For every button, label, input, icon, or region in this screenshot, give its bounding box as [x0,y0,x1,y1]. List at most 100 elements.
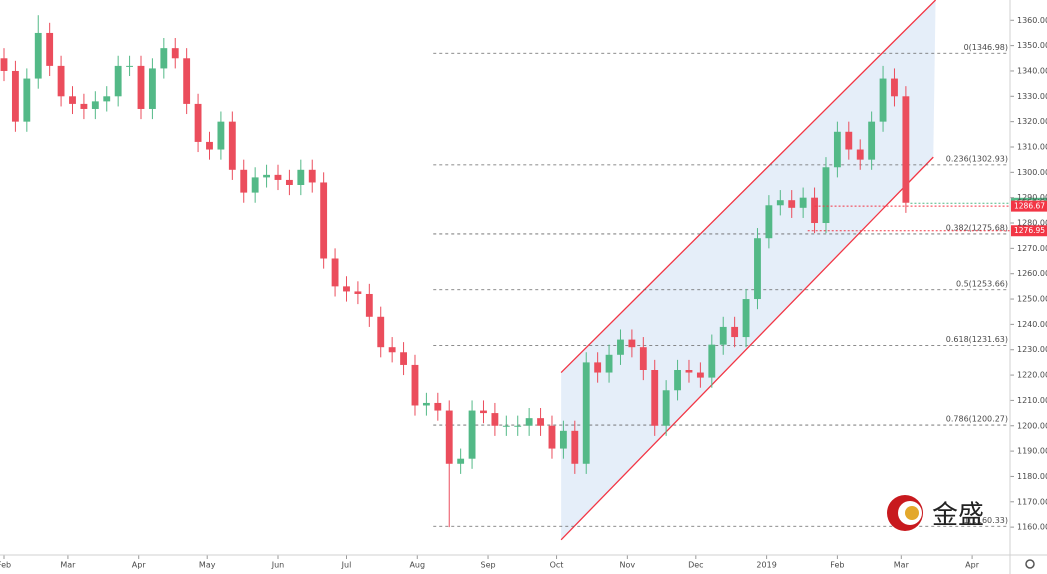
x-tick-label: Jul [341,561,352,570]
x-tick-label: Aug [409,561,425,570]
candle-body [228,121,236,170]
candle-body [354,291,362,294]
y-tick-label: 1190.00 [1017,447,1047,456]
candle-body [400,352,407,365]
candle-body [891,78,898,97]
candle-body [457,458,465,464]
y-tick-label: 1160.00 [1017,523,1047,532]
candle-body [171,48,179,59]
fib-label: 0(1346.98) [964,43,1008,52]
candle-body [377,316,385,348]
candle-body [194,103,202,142]
candle-body [788,200,796,208]
candle-body [480,410,487,414]
candle-body [445,410,453,464]
candle-body [422,402,430,406]
x-tick-label: Nov [620,561,636,570]
channel-line [560,0,937,373]
candle-body [696,372,704,378]
y-tick-label: 1360.00 [1017,16,1047,25]
candle-body [160,48,168,69]
candle-body [468,410,476,459]
y-tick-label: 1290.00 [1017,193,1047,202]
fib-label: 1(1160.33) [964,516,1008,525]
candle-body [685,370,693,373]
candle-body [833,131,841,168]
price-tag [1011,200,1047,212]
x-tick-label: Apr [132,561,147,570]
fib-label: 0.786(1200.27) [946,415,1008,424]
y-tick-label: 1230.00 [1017,345,1047,354]
candle-body [434,402,442,411]
candle-body [11,70,19,122]
plot-area: 0(1346.98) 0.236(1302.93) 0.382(1275.68) 0.… [0,0,1010,541]
y-tick-label: 1320.00 [1017,117,1047,126]
candle-body [582,362,590,464]
candle-body [708,344,716,378]
candle-body [605,354,613,373]
y-tick-label: 1350.00 [1017,41,1047,50]
candle-body [651,370,659,426]
candle-body [525,418,533,426]
candle-body [754,238,761,300]
candle-body [34,32,42,79]
candle-body [822,167,830,224]
y-tick-label: 1240.00 [1017,320,1047,329]
candle-body [365,293,373,317]
candle-body [617,339,624,355]
candle-body [240,169,248,193]
y-tick-label: 1280.00 [1017,219,1047,228]
candle-body [902,96,910,203]
candle-body [91,101,99,109]
candle-body [69,96,76,104]
candle-body [514,425,522,427]
candle-body [126,65,133,67]
y-tick-label: 1270.00 [1017,244,1047,253]
candle-body [674,370,681,391]
x-tick-label: May [199,561,216,570]
price-tag [1011,225,1047,237]
candle-body [320,182,328,259]
y-tick-label: 1260.00 [1017,269,1047,278]
candle-body [765,205,773,239]
y-tick-label: 1170.00 [1017,497,1047,506]
candle-body [57,65,65,97]
y-tick-label: 1340.00 [1017,66,1047,75]
price-tag-label: 1286.67 [1014,202,1045,211]
y-tick-label: 1300.00 [1017,168,1047,177]
fib-label: 0.382(1275.68) [946,223,1008,232]
candle-body [868,121,876,160]
candle-body [331,258,339,287]
x-tick-label: Oct [550,561,564,570]
candle-body [731,326,739,338]
y-tick-label: 1180.00 [1017,472,1047,481]
y-tick-label: 1250.00 [1017,295,1047,304]
candle-body [80,103,88,109]
fib-label: 0.236(1302.93) [946,154,1008,163]
settings-icon[interactable] [1025,559,1035,569]
x-tick-label: Dec [688,561,703,570]
candle-body [719,326,727,345]
candle-body [628,339,636,348]
candle-body [662,390,670,426]
fib-label: 0.5(1253.66) [956,279,1008,288]
candle-body [0,58,8,71]
candle-body [251,177,259,193]
candle-body [137,65,145,109]
candle-body [559,430,567,449]
gear[interactable] [1025,559,1035,569]
candle-body [411,364,419,406]
candle-body [799,197,807,208]
y-tick-label: 1330.00 [1017,92,1047,101]
candle-body [297,169,305,185]
candle-body [285,179,293,185]
candle-body [23,78,31,122]
candle-body [274,174,282,180]
x-tick-label: Apr [965,561,980,570]
candle-body [879,78,887,122]
candle-body [742,299,750,338]
candle-body [776,200,784,206]
candle-body [103,96,111,102]
